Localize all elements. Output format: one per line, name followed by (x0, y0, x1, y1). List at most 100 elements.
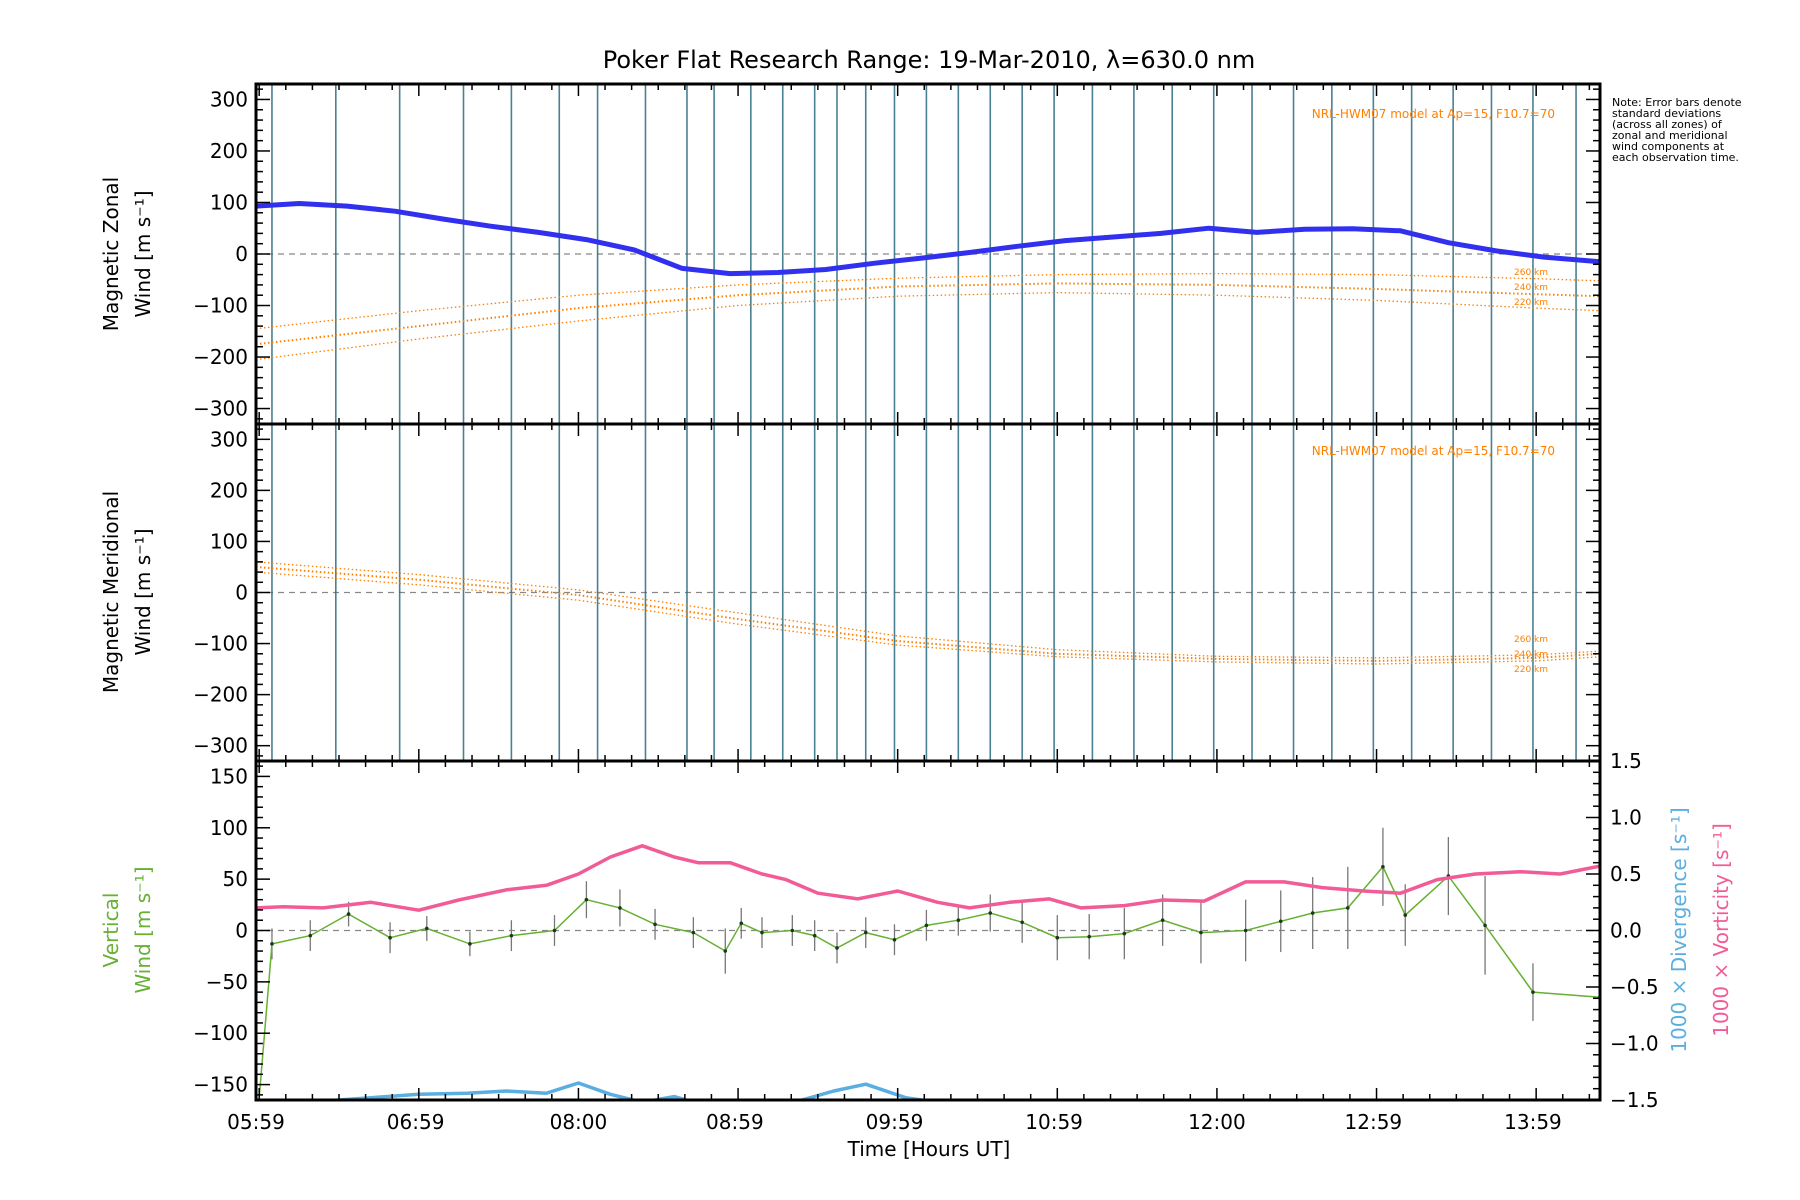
y-tick-label: 200 (210, 478, 248, 502)
vertical-wind-point (1310, 911, 1315, 915)
vertical-wind-point (790, 928, 795, 933)
model-curve (256, 566, 1600, 662)
y-tick-label: −100 (193, 1021, 248, 1045)
y2-tick-label: 0.0 (1610, 919, 1642, 943)
chart-title: Poker Flat Research Range: 19-Mar-2010, … (603, 46, 1256, 74)
y-tick-label: −200 (193, 683, 248, 707)
vertical-wind-point (691, 930, 696, 935)
vertical-wind-point (424, 926, 429, 931)
vertical-wind-point (1346, 906, 1350, 910)
divergence-line (317, 1081, 935, 1100)
vertical-wind-point (812, 933, 817, 938)
y-tick-label: −300 (193, 397, 248, 421)
vertical-wind-point (924, 923, 929, 928)
plot-area (254, 827, 1600, 1138)
model-curve (256, 282, 1600, 346)
altitude-label: 260 km (1514, 268, 1548, 278)
error-bar-note: Note: Error bars denote standard deviati… (1612, 96, 1742, 164)
x-tick-label: 08:59 (706, 1110, 764, 1134)
y-tick-label: 0 (235, 581, 248, 605)
y2-tick-label: −0.5 (1610, 975, 1659, 999)
y-axis-label-line: Wind [m s⁻¹] (131, 866, 155, 993)
y-axis-label-line: Magnetic Meridional (99, 491, 123, 693)
vertical-wind-point (988, 911, 993, 915)
y-tick-label: 300 (210, 427, 248, 451)
y-tick-label: −300 (193, 734, 248, 758)
zonal-wind-panel: 300 200 100 0 −100 −200 −300 NRL-HWM07 model at… (99, 82, 1602, 426)
y-tick-label: −200 (193, 345, 248, 369)
y-tick-label: 100 (210, 816, 248, 840)
y-tick-label: 100 (210, 190, 248, 214)
x-tick-label: 10:59 (1025, 1110, 1083, 1134)
vertical-wind-point (1020, 920, 1024, 925)
y-tick-label: 100 (210, 529, 248, 553)
y-tick-label: −100 (193, 294, 248, 318)
x-tick-label: 12:00 (1188, 1110, 1246, 1134)
y-tick-label: 0 (235, 919, 248, 943)
vertical-wind-point (739, 921, 744, 926)
vertical-wind-point (509, 933, 514, 938)
vertical-wind-point (1199, 930, 1203, 935)
vertical-wind-point (1403, 913, 1408, 917)
x-tick-label: 06:59 (387, 1110, 445, 1134)
altitude-label: 240 km (1514, 650, 1548, 660)
y-tick-label: 50 (223, 867, 248, 891)
y-axis-label: Magnetic Zonal Wind [m s⁻¹] (99, 177, 155, 331)
x-tick-label: 09:59 (866, 1110, 924, 1134)
y2-tick-label: −1.0 (1610, 1032, 1659, 1056)
vertical-wind-point (835, 946, 839, 950)
altitude-label: 220 km (1514, 298, 1548, 308)
divergence-axis-label: 1000 × Divergence [s⁻¹] (1667, 807, 1691, 1052)
vertical-wind-point (760, 930, 764, 935)
vertical-wind-point (1122, 931, 1127, 936)
zonal-wind-line (256, 201, 1600, 277)
vertical-wind-point (254, 1134, 258, 1138)
y-axis-label-line: Wind [m s⁻¹] (131, 190, 155, 317)
vertical-wind-point (1055, 935, 1060, 940)
vertical-wind-point (270, 942, 274, 946)
x-axis-label: Time [Hours UT] (847, 1137, 1011, 1161)
y-tick-label: 200 (210, 139, 248, 163)
y2-tick-label: 1.0 (1610, 806, 1642, 830)
vertical-wind-point (1243, 928, 1248, 933)
y-axis-label: Vertical Wind [m s⁻¹] (99, 866, 155, 993)
y2-tick-label: 1.5 (1610, 749, 1642, 773)
x-tick-label: 13:59 (1504, 1110, 1562, 1134)
y2-tick-label: 0.5 (1610, 862, 1642, 886)
vertical-wind-point (618, 906, 622, 910)
vertical-wind-point (584, 897, 589, 902)
y-axis-label: Magnetic Meridional Wind [m s⁻¹] (99, 491, 155, 693)
y-tick-label: 300 (210, 87, 248, 111)
y-axis-label-line: Wind [m s⁻¹] (131, 528, 155, 655)
vertical-wind-point (308, 933, 313, 938)
vertical-wind-point (892, 937, 897, 942)
x-tick-label: 08:00 (550, 1110, 608, 1134)
vertical-wind-point (1278, 919, 1283, 924)
vertical-wind-point (1087, 934, 1092, 939)
altitude-label: 260 km (1514, 635, 1548, 645)
y-tick-label: −150 (193, 1073, 248, 1097)
model-label: NRL-HWM07 model at Ap=15, F10.7=70 (1312, 107, 1555, 121)
model-curve (256, 571, 1600, 665)
y-tick-label: −50 (206, 970, 248, 994)
vertical-wind-point (723, 949, 728, 953)
vertical-wind-point (346, 912, 351, 916)
time-axis: 05:59 06:59 08:00 08:59 09:59 10:59 12:00 12:59… (227, 1110, 1562, 1134)
altitude-label: 240 km (1514, 283, 1548, 293)
x-tick-label: 05:59 (227, 1110, 285, 1134)
vertical-wind-point (653, 922, 657, 927)
y-tick-label: 150 (210, 764, 248, 788)
y2-tick-label: −1.5 (1610, 1088, 1659, 1112)
vertical-wind-point (552, 928, 557, 933)
altitude-label: 220 km (1514, 665, 1548, 675)
vertical-wind-point (956, 918, 961, 923)
model-curve (256, 291, 1600, 361)
vorticity-line (256, 844, 1600, 912)
y-tick-label: −100 (193, 632, 248, 656)
meridional-wind-panel: 300 200 100 0 −100 −200 −300 NRL-HWM07 model at… (99, 422, 1602, 763)
y-axis-label-line: Vertical (99, 893, 123, 968)
vertical-wind-point (1160, 918, 1165, 923)
vertical-wind-point (863, 930, 868, 935)
plot-area (256, 424, 1600, 761)
